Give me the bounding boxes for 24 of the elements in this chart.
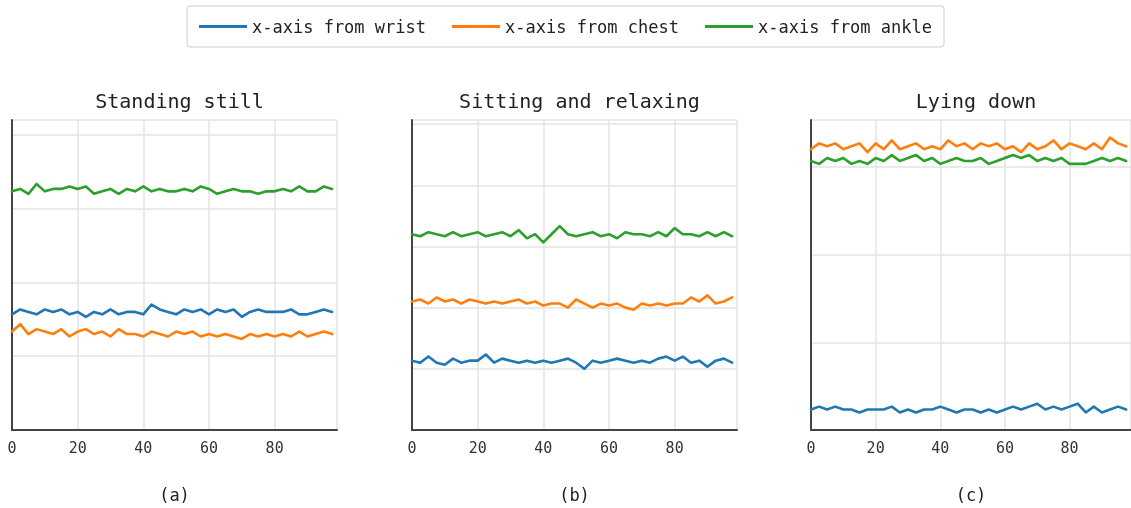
x-axis-title: (c) (955, 484, 987, 505)
x-tick-label: 60 (199, 438, 218, 457)
x-axis-title: (b) (559, 484, 590, 505)
x-tick-label: 20 (468, 438, 487, 457)
chart-title: Lying down (915, 89, 1037, 113)
x-tick-label: 60 (599, 438, 618, 457)
x-tick-label: 0 (7, 438, 17, 457)
x-tick-label: 40 (134, 438, 153, 457)
legend-label: x-axis from chest (505, 16, 679, 37)
x-tick-label: 20 (68, 438, 87, 457)
x-tick-label: 80 (1060, 438, 1079, 457)
x-axis-title: (a) (159, 484, 190, 505)
chart-title: Sitting and relaxing (459, 89, 700, 113)
x-tick-label: 60 (995, 438, 1014, 457)
legend-label: x-axis from ankle (758, 16, 932, 37)
x-tick-label: 80 (265, 438, 284, 457)
x-tick-label: 40 (534, 438, 553, 457)
x-tick-label: 0 (806, 438, 816, 457)
chart-title: Standing still (95, 89, 264, 113)
x-tick-label: 80 (665, 438, 684, 457)
x-tick-label: 20 (866, 438, 885, 457)
legend-label: x-axis from wrist (252, 16, 427, 37)
x-tick-label: 0 (407, 438, 417, 457)
x-tick-label: 40 (931, 438, 950, 457)
